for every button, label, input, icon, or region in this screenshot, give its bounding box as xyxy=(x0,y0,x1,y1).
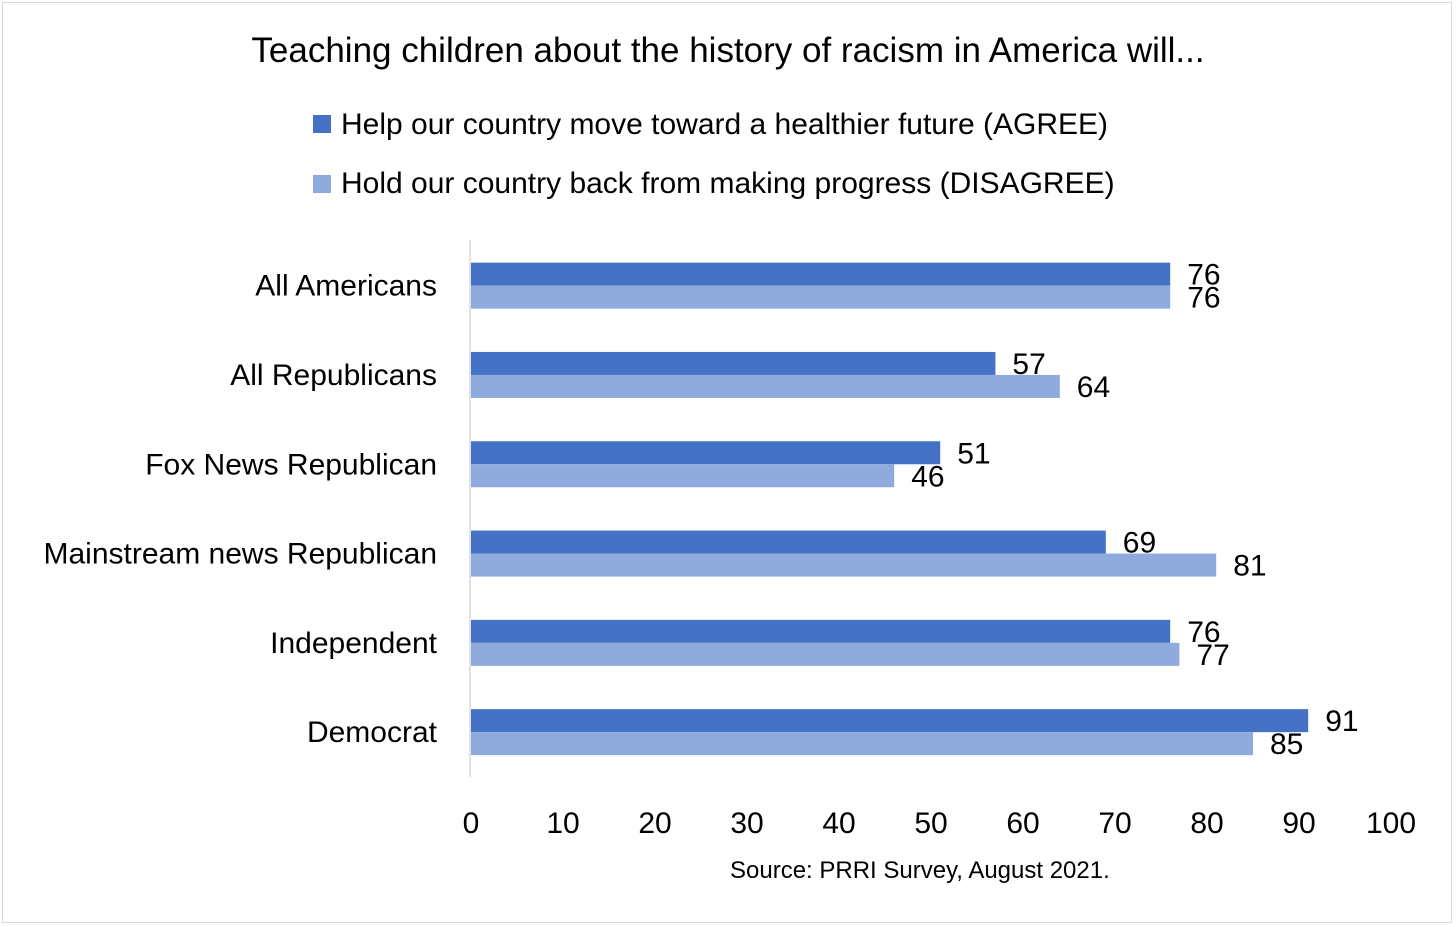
x-tick-label-30: 30 xyxy=(730,807,763,840)
legend-swatch-agree xyxy=(313,115,331,133)
data-label-agree-all-americans: 76 xyxy=(1187,259,1220,292)
category-label-mainstream-news-republican: Mainstream news Republican xyxy=(43,538,437,571)
x-tick-label-0: 0 xyxy=(463,807,480,840)
bar-agree-mainstream-news-republican xyxy=(471,530,1106,554)
bar-disagree-mainstream-news-republican xyxy=(471,553,1217,577)
bar-disagree-democrat xyxy=(471,732,1253,756)
data-label-disagree-mainstream-news-republican: 81 xyxy=(1233,550,1266,583)
x-tick-label-40: 40 xyxy=(822,807,855,840)
bar-agree-all-americans xyxy=(471,262,1171,286)
data-label-agree-fox-news-republican: 51 xyxy=(957,437,990,470)
x-tick-label-100: 100 xyxy=(1366,807,1416,840)
category-label-independent: Independent xyxy=(270,627,437,660)
bar-agree-all-republicans xyxy=(471,351,996,375)
x-tick-label-20: 20 xyxy=(638,807,671,840)
category-label-democrat: Democrat xyxy=(307,716,438,749)
bar-agree-fox-news-republican xyxy=(471,441,941,465)
data-label-disagree-all-republicans: 64 xyxy=(1077,371,1110,404)
bar-disagree-all-americans xyxy=(471,285,1171,309)
bar-agree-democrat xyxy=(471,709,1309,733)
x-tick-label-50: 50 xyxy=(914,807,947,840)
data-label-agree-independent: 76 xyxy=(1187,616,1220,649)
data-label-agree-democrat: 91 xyxy=(1325,705,1358,738)
x-tick-label-10: 10 xyxy=(546,807,579,840)
bar-agree-independent xyxy=(471,619,1171,643)
category-label-fox-news-republican: Fox News Republican xyxy=(145,448,437,481)
legend-label-disagree: Hold our country back from making progre… xyxy=(341,167,1115,200)
chart-title: Teaching children about the history of r… xyxy=(251,31,1204,70)
legend-label-agree: Help our country move toward a healthier… xyxy=(341,108,1108,141)
legend-swatch-disagree xyxy=(313,175,331,193)
data-label-disagree-democrat: 85 xyxy=(1270,728,1303,761)
bar-disagree-independent xyxy=(471,642,1180,666)
category-label-all-americans: All Americans xyxy=(255,270,437,303)
x-tick-label-90: 90 xyxy=(1282,807,1315,840)
data-label-disagree-fox-news-republican: 46 xyxy=(911,460,944,493)
bar-disagree-fox-news-republican xyxy=(471,464,895,488)
x-tick-label-60: 60 xyxy=(1006,807,1039,840)
bar-disagree-all-republicans xyxy=(471,374,1060,398)
category-label-all-republicans: All Republicans xyxy=(230,359,437,392)
data-label-disagree-all-americans: 76 xyxy=(1187,282,1220,315)
data-label-disagree-independent: 77 xyxy=(1196,639,1229,672)
legend: Help our country move toward a healthier… xyxy=(313,108,1115,200)
x-tick-label-80: 80 xyxy=(1190,807,1223,840)
x-tick-label-70: 70 xyxy=(1098,807,1131,840)
source-note: Source: PRRI Survey, August 2021. xyxy=(730,857,1110,884)
